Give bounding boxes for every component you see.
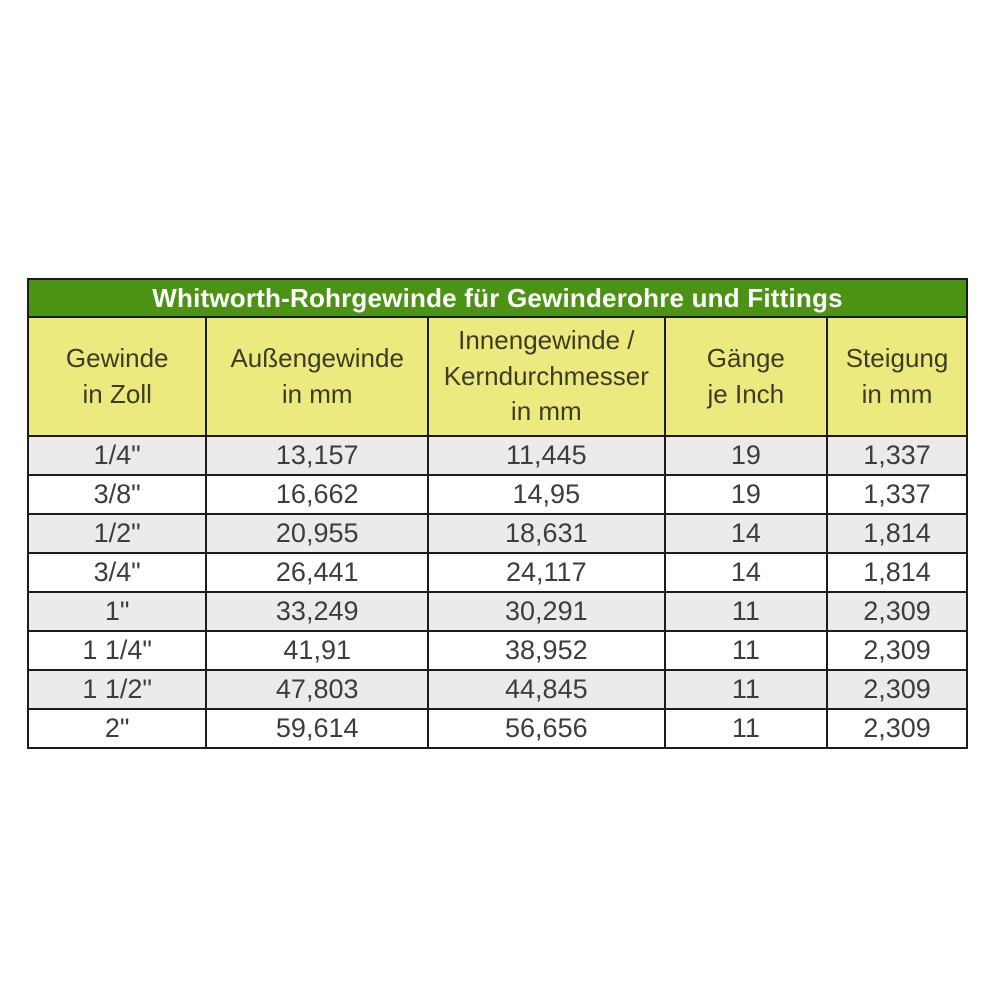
whitworth-thread-table: Whitworth-Rohrgewinde für Gewinderohre u… — [26, 278, 968, 749]
table-row: 1/4" 13,157 11,445 19 1,337 — [26, 435, 968, 476]
table-row: 1 1/2" 47,803 44,845 11 2,309 — [26, 669, 968, 710]
column-header-gewinde-in-zoll: Gewinde in Zoll — [26, 316, 208, 437]
table-cell: 1,814 — [826, 552, 968, 593]
table-cell: 13,157 — [205, 435, 429, 476]
table-cell: 38,952 — [427, 630, 666, 671]
table-cell: 1" — [26, 591, 208, 632]
table-cell: 11 — [663, 708, 829, 749]
table-cell: 3/8" — [26, 474, 208, 515]
table-cell: 14 — [663, 552, 829, 593]
table-cell: 1,337 — [826, 435, 968, 476]
table-cell: 16,662 — [205, 474, 429, 515]
table-cell: 24,117 — [427, 552, 666, 593]
table-row: 3/4" 26,441 24,117 14 1,814 — [26, 552, 968, 593]
table-cell: 41,91 — [205, 630, 429, 671]
table-cell: 14 — [663, 513, 829, 554]
column-header-innengewinde-kerndurchmesser-mm: Innengewinde / Kerndurchmesser in mm — [427, 316, 666, 437]
table-row: 1" 33,249 30,291 11 2,309 — [26, 591, 968, 632]
table-row: 3/8" 16,662 14,95 19 1,337 — [26, 474, 968, 515]
table-row: 1 1/4" 41,91 38,952 11 2,309 — [26, 630, 968, 671]
table-cell: 1/4" — [26, 435, 208, 476]
table-row: 2" 59,614 56,656 11 2,309 — [26, 708, 968, 749]
table-cell: 18,631 — [427, 513, 666, 554]
table-title: Whitworth-Rohrgewinde für Gewinderohre u… — [27, 278, 968, 318]
column-header-aussengewinde-mm: Außengewinde in mm — [205, 316, 429, 437]
column-header-row: Gewinde in Zoll Außengewinde in mm Innen… — [26, 316, 968, 437]
table-cell: 59,614 — [205, 708, 429, 749]
table-body: 1/4" 13,157 11,445 19 1,337 3/8" 16,662 … — [26, 435, 968, 749]
table-cell: 11,445 — [427, 435, 666, 476]
column-header-gaenge-je-inch: Gänge je Inch — [663, 316, 829, 437]
table-cell: 2,309 — [826, 669, 968, 710]
table-cell: 56,656 — [427, 708, 666, 749]
table-cell: 1/2" — [26, 513, 208, 554]
table-cell: 44,845 — [427, 669, 666, 710]
table-cell: 1 1/4" — [26, 630, 208, 671]
table-cell: 1,814 — [826, 513, 968, 554]
table-cell: 2,309 — [826, 708, 968, 749]
table-cell: 47,803 — [205, 669, 429, 710]
column-header-steigung-mm: Steigung in mm — [826, 316, 968, 437]
table-cell: 20,955 — [205, 513, 429, 554]
table-cell: 11 — [663, 669, 829, 710]
table-cell: 1 1/2" — [26, 669, 208, 710]
table-cell: 11 — [663, 591, 829, 632]
table-cell: 26,441 — [205, 552, 429, 593]
table-cell: 11 — [663, 630, 829, 671]
table-cell: 2,309 — [826, 630, 968, 671]
table-cell: 30,291 — [427, 591, 666, 632]
table-cell: 33,249 — [205, 591, 429, 632]
table-cell: 14,95 — [427, 474, 666, 515]
table-cell: 2" — [26, 708, 208, 749]
table-cell: 2,309 — [826, 591, 968, 632]
table-cell: 19 — [663, 435, 829, 476]
title-row: Whitworth-Rohrgewinde für Gewinderohre u… — [27, 278, 968, 318]
table-cell: 1,337 — [826, 474, 968, 515]
table-cell: 3/4" — [26, 552, 208, 593]
table-row: 1/2" 20,955 18,631 14 1,814 — [26, 513, 968, 554]
table-cell: 19 — [663, 474, 829, 515]
